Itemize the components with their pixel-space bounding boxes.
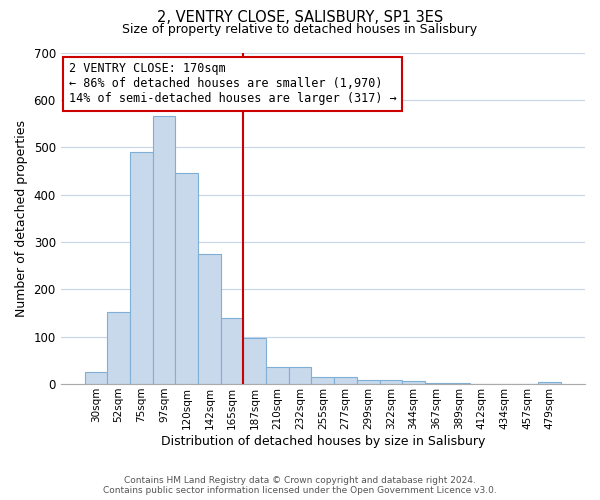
Bar	[221, 318, 244, 384]
Text: Contains HM Land Registry data © Crown copyright and database right 2024.
Contai: Contains HM Land Registry data © Crown c…	[103, 476, 497, 495]
Bar	[448, 383, 470, 384]
Text: Size of property relative to detached houses in Salisbury: Size of property relative to detached ho…	[122, 22, 478, 36]
Y-axis label: Number of detached properties: Number of detached properties	[15, 120, 28, 317]
Text: 2, VENTRY CLOSE, SALISBURY, SP1 3ES: 2, VENTRY CLOSE, SALISBURY, SP1 3ES	[157, 10, 443, 25]
Bar	[244, 338, 266, 384]
Bar	[198, 254, 221, 384]
Bar	[175, 174, 198, 384]
Bar	[107, 312, 130, 384]
Bar	[289, 366, 311, 384]
Bar	[311, 377, 334, 384]
Bar	[130, 152, 152, 384]
X-axis label: Distribution of detached houses by size in Salisbury: Distribution of detached houses by size …	[161, 434, 485, 448]
Bar	[425, 382, 448, 384]
Bar	[380, 380, 402, 384]
Bar	[85, 372, 107, 384]
Bar	[357, 380, 380, 384]
Bar	[334, 377, 357, 384]
Text: 2 VENTRY CLOSE: 170sqm
← 86% of detached houses are smaller (1,970)
14% of semi-: 2 VENTRY CLOSE: 170sqm ← 86% of detached…	[68, 62, 396, 106]
Bar	[538, 382, 561, 384]
Bar	[152, 116, 175, 384]
Bar	[266, 366, 289, 384]
Bar	[402, 381, 425, 384]
